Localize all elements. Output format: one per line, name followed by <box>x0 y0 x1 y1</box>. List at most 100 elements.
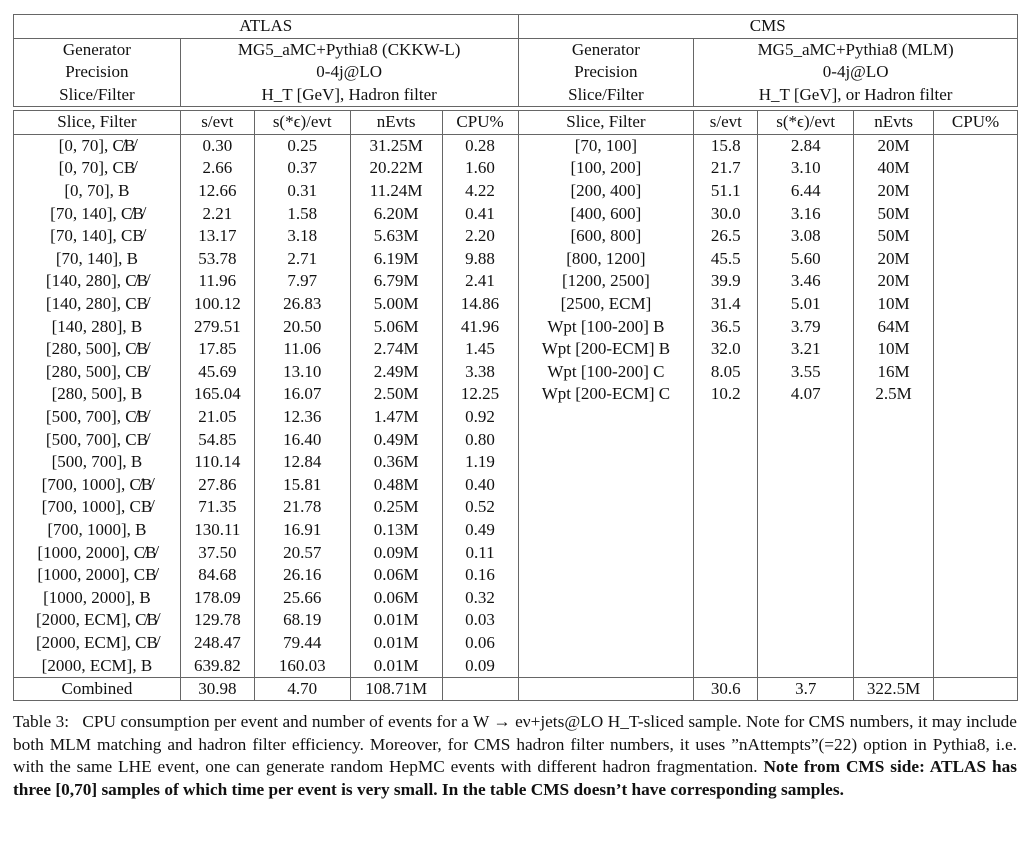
atlas-cell: 5.63M <box>349 224 443 248</box>
atlas-cell: 2.21 <box>179 202 255 225</box>
atlas-cell: 160.03 <box>253 654 351 678</box>
cms-cell <box>933 337 1018 361</box>
table-row: [1000, 2000], B 178.09 25.66 0.06M 0.32 <box>13 586 1018 610</box>
cms-cell: 20M <box>853 247 935 271</box>
cms-cell <box>757 631 855 655</box>
atlas-title: ATLAS <box>13 14 519 39</box>
atlas-cell: 41.96 <box>441 315 519 338</box>
atlas-combined-cell: 30.98 <box>179 676 255 702</box>
atlas-cell: 130.11 <box>179 518 255 542</box>
atlas-combined-cell <box>441 676 519 702</box>
atlas-cell: 16.40 <box>253 428 351 451</box>
cms-cell <box>933 586 1018 610</box>
atlas-cell: 13.10 <box>253 360 351 384</box>
cms-cell <box>517 496 695 519</box>
atlas-cell: [2000, ECM], B <box>13 654 181 678</box>
cms-cell: 26.5 <box>693 224 759 248</box>
atlas-cell: 2.50M <box>349 383 443 406</box>
table-caption: Table 3: CPU consumption per event and n… <box>13 711 1017 801</box>
cms-cell: 40M <box>853 157 935 180</box>
table-row: [140, 280], CB̸ 100.12 26.83 5.00M 14.86 [250… <box>13 292 1018 316</box>
cms-cell: 10.2 <box>693 383 759 406</box>
table-row: [140, 280], C̸B̸ 11.96 7.97 6.79M 2.41 [1200,… <box>13 270 1018 293</box>
atlas-cell: 37.50 <box>179 541 255 564</box>
cms-cell: 3.08 <box>757 224 855 248</box>
atlas-cell: [500, 700], C̸B̸ <box>13 405 181 429</box>
atlas-cell: [0, 70], C̸B̸ <box>13 134 181 158</box>
table-header-block: ATLAS CMS Generator MG5_aMC+Pythia8 (CKK… <box>13 14 1018 108</box>
atlas-cell: 165.04 <box>179 383 255 406</box>
atlas-cell: 178.09 <box>179 586 255 610</box>
atlas-cell: 3.38 <box>441 360 519 384</box>
cms-cell: 20M <box>853 134 935 158</box>
atlas-cell: 54.85 <box>179 428 255 451</box>
cms-cell: 10M <box>853 292 935 316</box>
atlas-cell: 5.06M <box>349 315 443 338</box>
cms-cell: 5.60 <box>757 247 855 271</box>
atlas-cell: 110.14 <box>179 450 255 474</box>
atlas-cell: 0.80 <box>441 428 519 451</box>
atlas-cell: [140, 280], C̸B̸ <box>13 270 181 293</box>
atlas-cell: 0.92 <box>441 405 519 429</box>
cms-cell <box>693 586 759 610</box>
cms-combined-cell <box>517 676 695 702</box>
atlas-cell: [700, 1000], B <box>13 518 181 542</box>
cms-column-header: nEvts <box>853 110 935 135</box>
cms-cell <box>853 563 935 587</box>
cms-cell <box>933 157 1018 180</box>
atlas-cell: [140, 280], CB̸ <box>13 292 181 316</box>
cms-cell <box>693 405 759 429</box>
atlas-cell: 0.06 <box>441 631 519 655</box>
atlas-cell: 12.84 <box>253 450 351 474</box>
cms-cell: 20M <box>853 270 935 293</box>
cms-cell <box>757 654 855 678</box>
cms-cell: 3.55 <box>757 360 855 384</box>
cms-cell <box>933 563 1018 587</box>
cms-cell: 31.4 <box>693 292 759 316</box>
cms-cell <box>933 270 1018 293</box>
atlas-cell: 1.19 <box>441 450 519 474</box>
table-row: [1000, 2000], CB̸ 84.68 26.16 0.06M 0.16 <box>13 563 1018 587</box>
cms-cell: 32.0 <box>693 337 759 361</box>
cms-cell <box>757 518 855 542</box>
atlas-cell: 0.52 <box>441 496 519 519</box>
cms-generator: MG5_aMC+Pythia8 (MLM) <box>693 38 1018 62</box>
cms-cell: [70, 100] <box>517 134 695 158</box>
cms-cell <box>933 518 1018 542</box>
cms-cell <box>933 609 1018 632</box>
cms-cell: 3.46 <box>757 270 855 293</box>
table-row: [1000, 2000], C̸B̸ 37.50 20.57 0.09M 0.11 <box>13 541 1018 564</box>
atlas-cell: 4.22 <box>441 179 519 203</box>
atlas-cell: 20.22M <box>349 157 443 180</box>
cms-cell <box>517 609 695 632</box>
atlas-cell: 0.41 <box>441 202 519 225</box>
table-row: [500, 700], B 110.14 12.84 0.36M 1.19 <box>13 450 1018 474</box>
atlas-cell: 2.66 <box>179 157 255 180</box>
atlas-column-header: s(*ϵ)/evt <box>253 110 351 135</box>
cms-cell <box>853 405 935 429</box>
cms-cell: 2.5M <box>853 383 935 406</box>
cms-slice-label: Slice/Filter <box>517 83 695 108</box>
cms-precision-label: Precision <box>517 61 695 84</box>
atlas-cell: 14.86 <box>441 292 519 316</box>
cms-cell <box>693 518 759 542</box>
atlas-cell: 16.91 <box>253 518 351 542</box>
cms-cell <box>933 292 1018 316</box>
atlas-cell: 0.40 <box>441 473 519 497</box>
cms-cell <box>933 631 1018 655</box>
cms-combined-cell <box>933 676 1018 702</box>
cms-cell: [2500, ECM] <box>517 292 695 316</box>
atlas-cell: 53.78 <box>179 247 255 271</box>
cms-cell <box>517 428 695 451</box>
cms-cell <box>693 496 759 519</box>
cms-cell <box>757 473 855 497</box>
cms-cell <box>757 450 855 474</box>
cms-cell <box>693 654 759 678</box>
cms-cell: 8.05 <box>693 360 759 384</box>
cms-cell <box>517 450 695 474</box>
table-row: [500, 700], C̸B̸ 21.05 12.36 1.47M 0.92 <box>13 405 1018 429</box>
atlas-cell: 0.25M <box>349 496 443 519</box>
cms-cell <box>933 179 1018 203</box>
atlas-cell: 45.69 <box>179 360 255 384</box>
atlas-cell: 0.06M <box>349 586 443 610</box>
